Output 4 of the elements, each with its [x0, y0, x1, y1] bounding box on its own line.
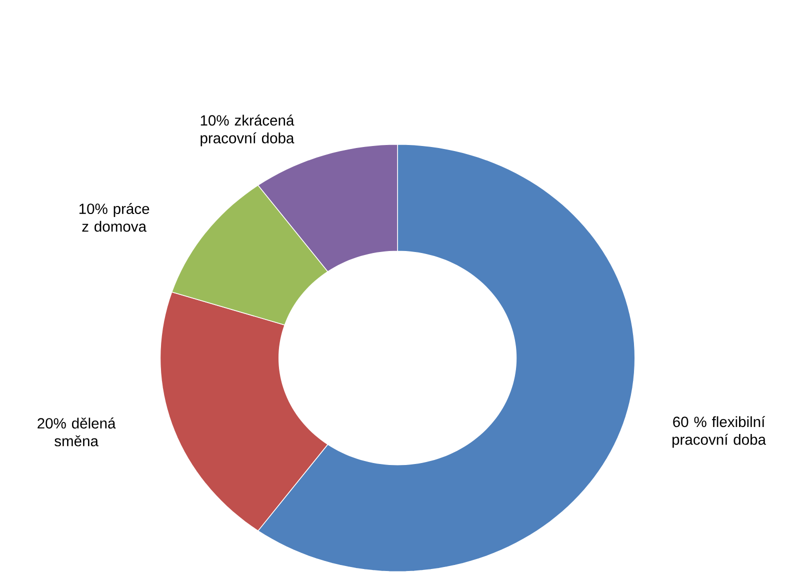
slice-label: 60 % flexibilní pracovní doba	[672, 416, 766, 448]
slice-label: 10% zkrácená pracovní doba	[200, 114, 294, 146]
slice-label: 10% práce z domova	[79, 202, 150, 232]
slice-label: 20% dělená směna	[38, 417, 116, 446]
